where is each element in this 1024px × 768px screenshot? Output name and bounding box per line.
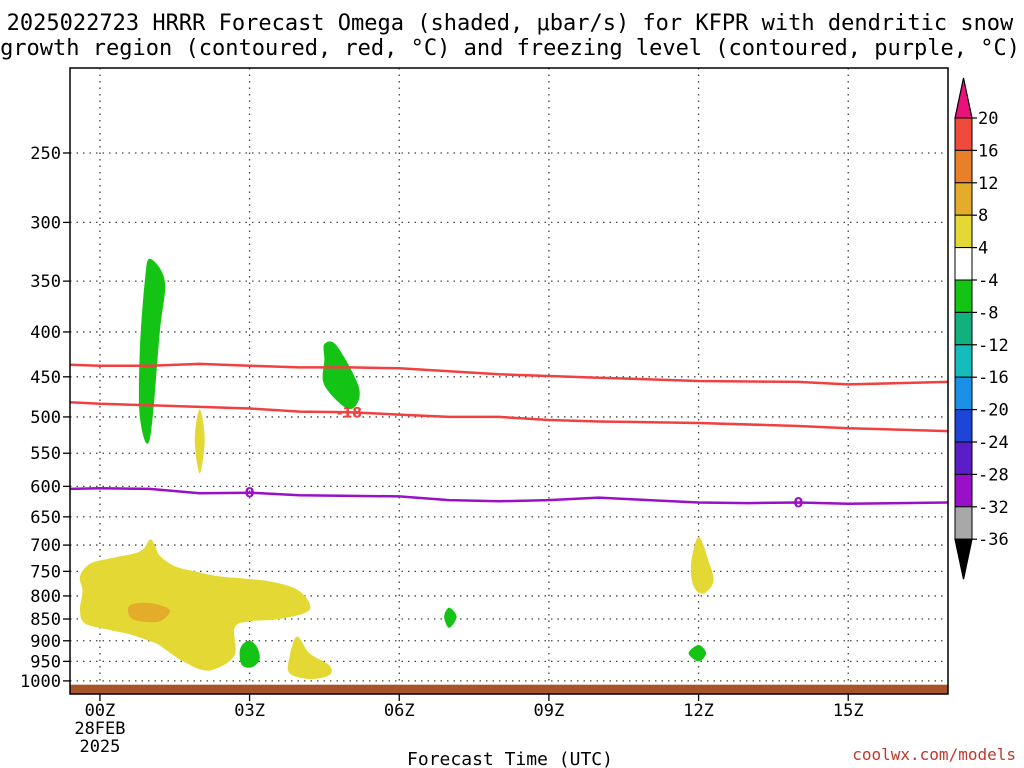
omega-region-0 [138, 258, 166, 444]
y-tick-label-450: 450 [30, 368, 61, 388]
y-tick-label-600: 600 [30, 477, 61, 497]
x-date-label-1: 2025 [79, 737, 120, 757]
omega-region-8 [690, 536, 714, 594]
y-tick-label-300: 300 [30, 213, 61, 233]
omega-region-7 [287, 636, 332, 680]
colorbar-swatch-10 [954, 441, 973, 475]
colorbar-bottom-arrow [954, 538, 973, 580]
omega-region-4 [239, 640, 260, 668]
colorbar-label-6: -8 [978, 303, 998, 323]
contour-label-2-0: 0 [245, 486, 255, 502]
x-tick-label-9: 09Z [534, 701, 565, 721]
y-tick-label-800: 800 [30, 587, 61, 607]
omega-region-3 [688, 645, 707, 662]
colorbar-swatch-6 [954, 311, 973, 346]
colorbar-label-11: -28 [978, 465, 1009, 485]
colorbar-label-5: -4 [978, 271, 998, 291]
contour-label-2-1: 0 [793, 496, 803, 512]
colorbar-label-4: 4 [978, 239, 988, 259]
x-date-label-0: 28FEB [74, 719, 125, 739]
contour-line-2 [70, 487, 948, 505]
contour-line-1 [70, 400, 948, 433]
colorbar: 20 16 12 8 4 -4 -8 -12 -16 -20 -24 -28 -32 -36 [954, 77, 1009, 580]
colorbar-swatch-7 [954, 344, 973, 378]
colorbar-label-1: 16 [978, 141, 998, 161]
colorbar-label-3: 8 [978, 206, 988, 226]
ground-band [70, 684, 948, 694]
colorbar-swatch-8 [954, 376, 973, 411]
temperature-contours: -18 0 0 [70, 362, 948, 512]
x-tick-label-12: 12Z [683, 701, 714, 721]
x-axis-label: Forecast Time (UTC) [407, 749, 613, 768]
omega-region-1 [322, 341, 360, 410]
omega-region-2 [444, 607, 457, 628]
contour-label-1-0: -18 [337, 405, 362, 421]
x-tick-label-6: 06Z [384, 701, 415, 721]
y-tick-label-500: 500 [30, 408, 61, 428]
chart-title-line2: growth region (contoured, red, °C) and f… [0, 36, 1020, 61]
plot-frame [69, 67, 949, 695]
x-tick-label-3: 03Z [234, 701, 265, 721]
colorbar-swatch-3 [954, 214, 973, 249]
y-tick-label-350: 350 [30, 272, 61, 292]
contour-line-0 [70, 362, 948, 386]
colorbar-label-2: 12 [978, 174, 998, 194]
y-tick-label-850: 850 [30, 610, 61, 630]
colorbar-label-0: 20 [978, 109, 998, 129]
y-tick-label-250: 250 [30, 144, 61, 164]
y-tick-label-750: 750 [30, 562, 61, 582]
colorbar-swatch-2 [954, 182, 973, 216]
omega-region-5 [194, 409, 205, 474]
colorbar-label-13: -36 [978, 530, 1009, 550]
colorbar-swatch-1 [954, 149, 973, 184]
colorbar-label-9: -20 [978, 401, 1009, 421]
omega-shaded-regions [79, 258, 714, 680]
colorbar-top-arrow [954, 77, 973, 119]
colorbar-label-8: -16 [978, 368, 1009, 388]
y-tick-label-1000: 1000 [20, 672, 61, 692]
colorbar-swatch-5 [954, 279, 973, 313]
colorbar-swatch-0 [954, 117, 973, 151]
colorbar-swatch-4 [954, 247, 973, 281]
pressure-axis: 2503003504004505005506006507007508008509… [20, 144, 70, 692]
colorbar-label-7: -12 [978, 336, 1009, 356]
colorbar-label-10: -24 [978, 433, 1009, 453]
credit-text: coolwx.com/models [852, 745, 1016, 764]
y-tick-label-400: 400 [30, 323, 61, 343]
y-tick-label-650: 650 [30, 508, 61, 528]
omega-region-9 [127, 602, 171, 623]
x-tick-label-0: 00Z [85, 701, 116, 721]
colorbar-swatch-11 [954, 473, 973, 508]
colorbar-swatch-9 [954, 409, 973, 443]
colorbar-label-12: -32 [978, 498, 1009, 518]
chart-title-line1: 2025022723 HRRR Forecast Omega (shaded, … [7, 11, 1014, 36]
y-tick-label-550: 550 [30, 444, 61, 464]
x-tick-label-15: 15Z [833, 701, 864, 721]
y-tick-label-950: 950 [30, 652, 61, 672]
y-tick-label-900: 900 [30, 632, 61, 652]
colorbar-swatch-12 [954, 506, 973, 540]
omega-region-6 [79, 539, 311, 671]
y-tick-label-700: 700 [30, 536, 61, 556]
